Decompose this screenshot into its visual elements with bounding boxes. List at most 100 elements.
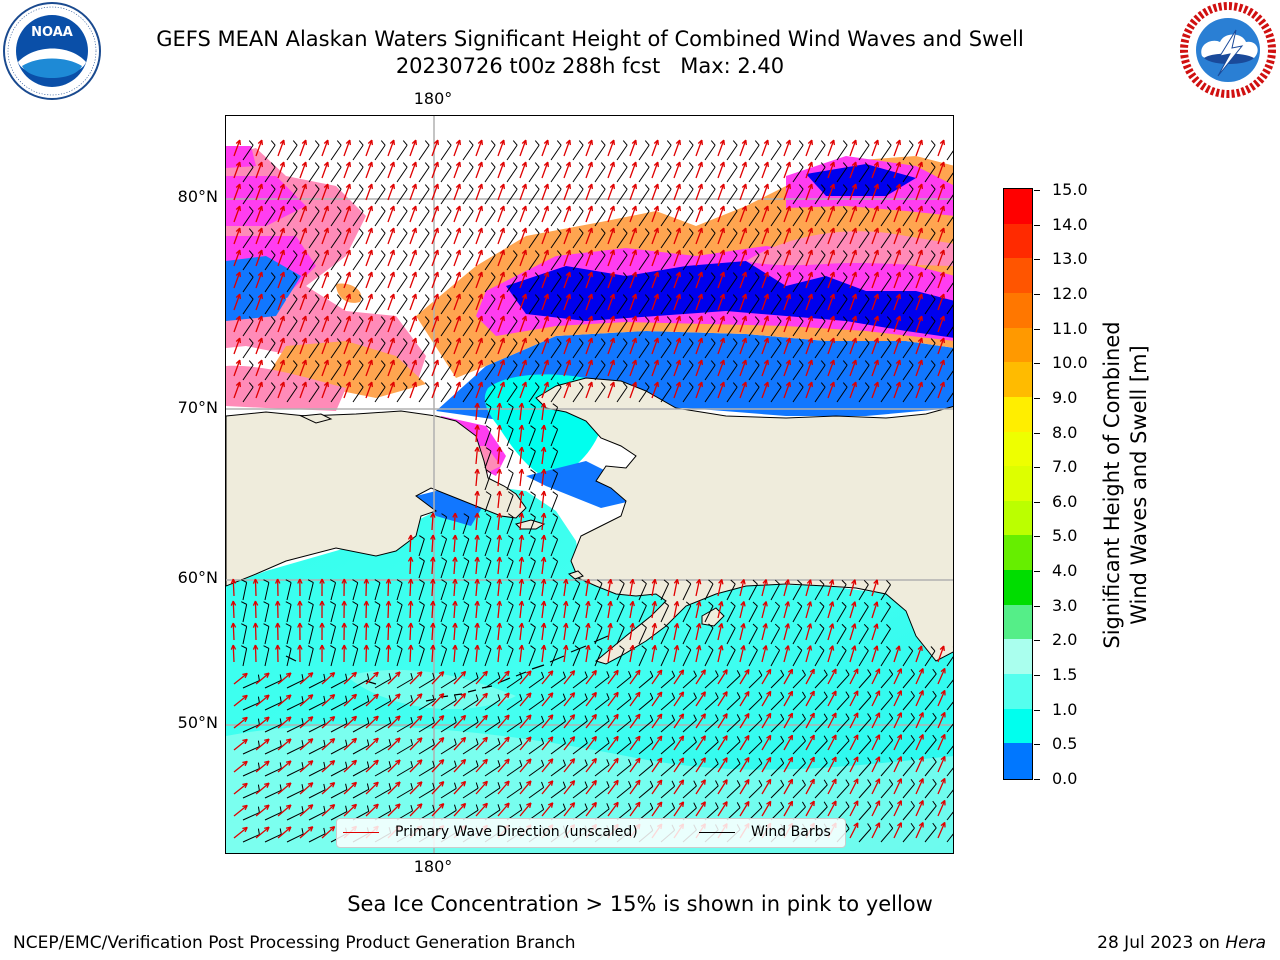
- wave-direction-arrow: [893, 271, 901, 289]
- wind-barb: [726, 140, 738, 161]
- wind-barb: [836, 713, 850, 733]
- wave-direction-arrow: [255, 738, 270, 751]
- wind-barb: [836, 184, 848, 205]
- wave-direction-arrow: [518, 490, 525, 509]
- lon-label-bottom: 180°: [413, 857, 453, 876]
- wind-barb: [880, 316, 892, 337]
- wind-barb: [836, 382, 848, 403]
- wave-direction-arrow: [607, 205, 615, 223]
- wind-barb: [880, 757, 894, 777]
- wind-barb: [660, 316, 672, 337]
- wind-barb: [572, 601, 581, 623]
- wave-direction-arrow: [297, 600, 303, 619]
- wave-direction-arrow: [319, 644, 325, 663]
- wave-direction-arrow: [321, 693, 336, 707]
- wind-barb: [440, 184, 452, 205]
- wave-direction-arrow: [607, 801, 619, 817]
- wave-direction-arrow: [893, 139, 901, 157]
- wave-direction-arrow: [805, 690, 815, 707]
- wind-barb: [572, 645, 581, 667]
- wind-barb: [660, 250, 672, 271]
- wind-barb: [352, 623, 359, 645]
- wave-direction-arrow: [695, 578, 702, 597]
- wind-barb: [946, 723, 953, 733]
- wave-direction-arrow: [387, 161, 395, 179]
- wind-barb: [902, 206, 914, 227]
- wind-barb: [616, 228, 628, 249]
- wind-barb: [572, 360, 584, 381]
- wave-direction-arrow: [321, 315, 329, 333]
- wind-barb: [286, 140, 298, 161]
- wave-direction-arrow: [431, 227, 439, 245]
- wave-direction-arrow: [695, 227, 703, 245]
- wind-barb: [814, 140, 826, 161]
- wave-direction-arrow: [233, 293, 241, 311]
- land-nunivak-island: [567, 570, 584, 580]
- wind-barb: [396, 601, 403, 623]
- wind-barb: [836, 162, 848, 183]
- wind-barb: [286, 784, 304, 799]
- wave-direction-arrow: [475, 802, 488, 817]
- wave-direction-arrow: [739, 623, 746, 641]
- wind-barb: [682, 579, 692, 601]
- wind-barb: [836, 140, 848, 161]
- wave-direction-arrow: [518, 578, 525, 597]
- wave-direction-arrow: [430, 644, 436, 663]
- wave-direction-arrow: [893, 690, 902, 707]
- wind-barb: [572, 382, 584, 403]
- wind-barb: [528, 513, 536, 535]
- wave-direction-arrow: [783, 734, 794, 751]
- wave-direction-arrow: [827, 645, 835, 663]
- wave-direction-arrow: [299, 183, 307, 201]
- wave-direction-arrow: [849, 800, 859, 817]
- wind-barb: [704, 162, 716, 183]
- wind-barb: [792, 779, 806, 799]
- wave-direction-arrow: [452, 644, 458, 663]
- wave-direction-arrow: [739, 183, 747, 201]
- wave-direction-arrow: [519, 183, 527, 201]
- wind-barb: [616, 360, 628, 381]
- wave-direction-arrow: [365, 249, 373, 267]
- wave-direction-arrow: [871, 249, 879, 267]
- wave-direction-arrow: [805, 315, 813, 333]
- wind-barb: [814, 645, 825, 667]
- wave-direction-arrow: [321, 249, 329, 267]
- wind-barb: [616, 736, 632, 755]
- wave-direction-arrow: [387, 381, 395, 399]
- wind-barb: [308, 761, 326, 777]
- wind-barb: [286, 206, 298, 227]
- wave-direction-arrow: [673, 359, 681, 377]
- wave-direction-arrow: [255, 315, 263, 333]
- wind-barb: [264, 762, 282, 777]
- wind-barb: [792, 579, 803, 601]
- wind-barb: [946, 162, 953, 183]
- wind-barb: [880, 801, 894, 821]
- wind-barb: [902, 822, 915, 843]
- wind-barb: [946, 767, 953, 777]
- wave-direction-arrow: [937, 139, 945, 157]
- wind-barb: [638, 294, 650, 315]
- wave-direction-arrow: [474, 490, 480, 509]
- wave-direction-arrow: [827, 668, 837, 685]
- wind-barb: [924, 162, 936, 183]
- wind-barb: [748, 162, 760, 183]
- wind-barb: [440, 760, 457, 777]
- wind-barb: [484, 206, 496, 227]
- wave-direction-arrow: [431, 139, 439, 157]
- wave-direction-arrow: [563, 758, 576, 773]
- wind-barb: [946, 646, 953, 667]
- wind-barb: [616, 758, 632, 777]
- wind-barb: [440, 360, 452, 381]
- wave-direction-arrow: [673, 249, 681, 267]
- wind-barb: [638, 162, 650, 183]
- wave-direction-arrow: [409, 781, 423, 795]
- colorbar-tick-label: 14.0: [1052, 214, 1088, 234]
- wave-direction-arrow: [783, 161, 791, 179]
- wind-barb: [241, 645, 248, 667]
- colorbar-bin: [1004, 708, 1032, 744]
- wave-direction-arrow: [321, 759, 336, 773]
- wave-direction-arrow: [717, 337, 725, 355]
- wave-direction-arrow: [452, 512, 458, 531]
- wind-barb: [484, 140, 496, 161]
- wave-direction-arrow: [717, 249, 725, 267]
